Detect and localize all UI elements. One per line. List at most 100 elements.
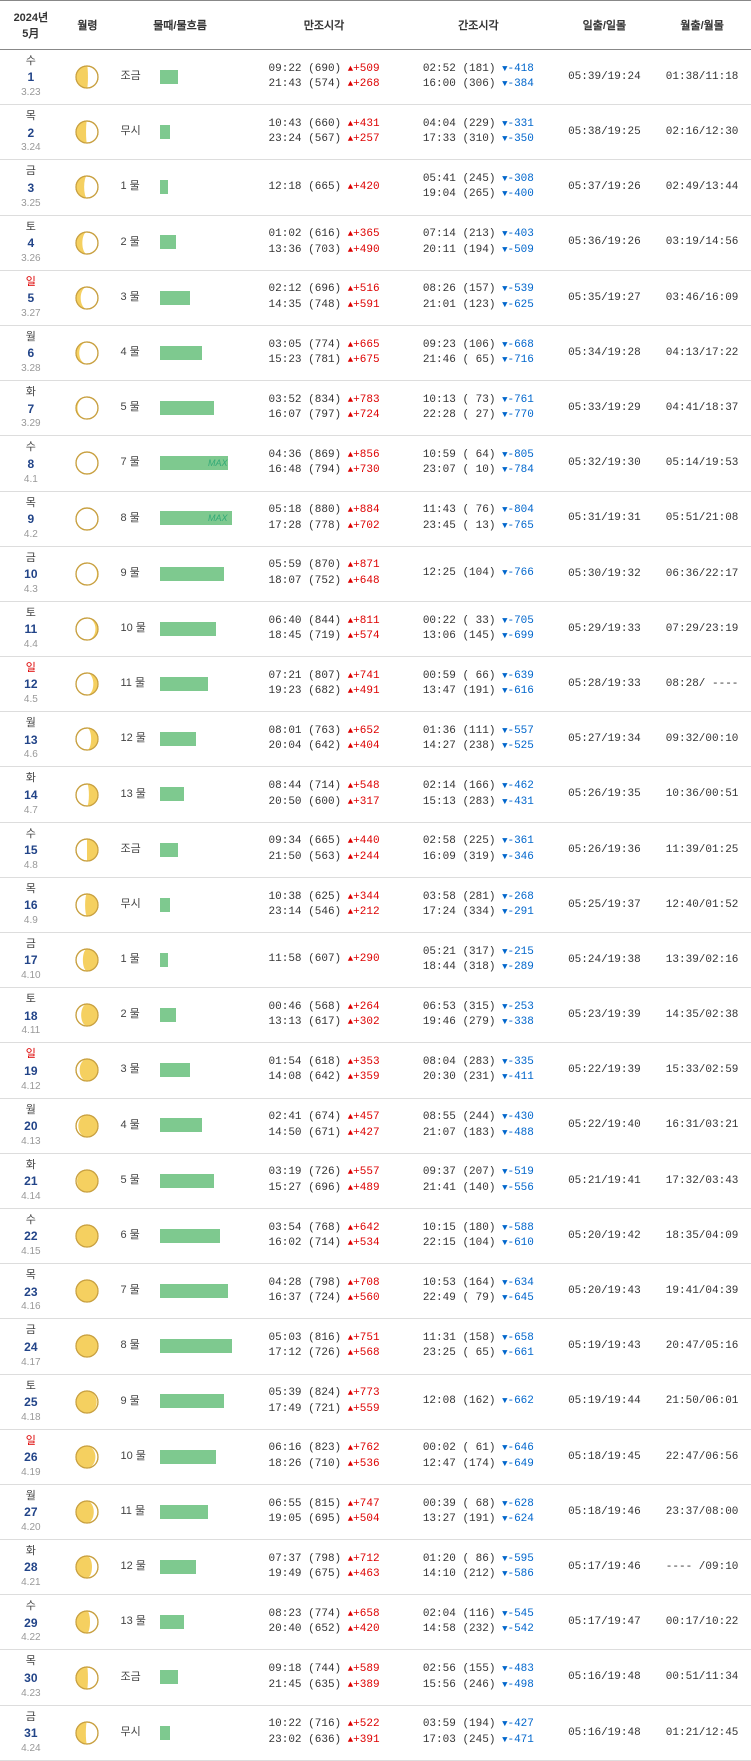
low-tide-entry: 19:04 (265) -400 [403, 187, 553, 202]
day-of-week: 금 [2, 164, 60, 179]
low-tide-entry: 13:27 (191) -624 [403, 1512, 553, 1527]
sun-cell: 05:25/19:37 [556, 877, 654, 932]
hightide-cell: 06:55 (815) +74719:05 (695) +504 [247, 1484, 401, 1539]
tide-label: 10 물 [120, 1449, 156, 1464]
table-row: 목 9 4.2 8 물 MAX 05:18 (880) +88417:28 (7… [0, 491, 751, 546]
low-tide-entry: 17:33 (310) -350 [403, 132, 553, 147]
moon-cell [62, 160, 113, 215]
tide-bar [160, 1339, 232, 1353]
date-cell: 화 14 4.7 [0, 767, 62, 822]
tide-label: 2 물 [120, 1007, 156, 1022]
day-of-week: 월 [2, 330, 60, 345]
tidestate-cell: 9 물 [113, 546, 247, 601]
lowtide-cell: 02:52 (181) -41816:00 (306) -384 [401, 50, 555, 105]
low-tide-entry: 12:47 (174) -649 [403, 1457, 553, 1472]
tide-bar-wrap [160, 1339, 240, 1353]
hdr-moonphase: 월령 [62, 1, 113, 50]
tide-bar [160, 953, 168, 967]
table-row: 목 30 4.23 조금 09:18 (744) +58921:45 (635)… [0, 1650, 751, 1705]
high-tide-entry: 09:18 (744) +589 [249, 1662, 399, 1677]
moon-cell [62, 1153, 113, 1208]
lowtide-cell: 02:58 (225) -36116:09 (319) -346 [401, 822, 555, 877]
high-tide-entry: 04:36 (869) +856 [249, 448, 399, 463]
low-tide-entry: 21:07 (183) -488 [403, 1126, 553, 1141]
low-tide-entry: 03:58 (281) -268 [403, 890, 553, 905]
table-row: 월 13 4.6 12 물 08:01 (763) +65220:04 (642… [0, 712, 751, 767]
day-number: 15 [2, 842, 60, 859]
sun-cell: 05:32/19:30 [556, 436, 654, 491]
high-tide-entry: 03:54 (768) +642 [249, 1221, 399, 1236]
date-cell: 화 7 3.29 [0, 381, 62, 436]
day-number: 19 [2, 1063, 60, 1080]
lunar-date: 4.24 [2, 1742, 60, 1756]
table-row: 금 10 4.3 9 물 05:59 (870) +87118:07 (752)… [0, 546, 751, 601]
lunar-date: 4.11 [2, 1024, 60, 1038]
low-tide-entry: 08:26 (157) -539 [403, 282, 553, 297]
lowtide-cell: 12:25 (104) -766 [401, 546, 555, 601]
moon-phase-icon [75, 396, 99, 420]
hightide-cell: 05:39 (824) +77317:49 (721) +559 [247, 1374, 401, 1429]
lowtide-cell: 08:26 (157) -53921:01 (123) -625 [401, 270, 555, 325]
day-of-week: 금 [2, 1323, 60, 1338]
low-tide-entry: 21:01 (123) -625 [403, 298, 553, 313]
lunar-date: 3.25 [2, 197, 60, 211]
tide-bar-wrap [160, 1063, 240, 1077]
tide-bar [160, 1229, 220, 1243]
moon-cell [62, 50, 113, 105]
sun-cell: 05:24/19:38 [556, 933, 654, 988]
tide-label: 1 물 [120, 179, 156, 194]
tidestate-cell: 2 물 [113, 215, 247, 270]
lunar-date: 4.6 [2, 748, 60, 762]
tidestate-cell: 8 물 [113, 1319, 247, 1374]
lowtide-cell: 01:36 (111) -55714:27 (238) -525 [401, 712, 555, 767]
tidestate-cell: 12 물 [113, 712, 247, 767]
date-cell: 수 15 4.8 [0, 822, 62, 877]
hightide-cell: 03:54 (768) +64216:02 (714) +534 [247, 1208, 401, 1263]
hightide-cell: 10:38 (625) +34423:14 (546) +212 [247, 877, 401, 932]
moonrise-cell: 02:16/12:30 [653, 105, 751, 160]
tide-label: 5 물 [120, 400, 156, 415]
sun-cell: 05:21/19:41 [556, 1153, 654, 1208]
day-number: 11 [2, 621, 60, 638]
tide-bar-wrap [160, 1008, 240, 1022]
tide-bar-wrap [160, 898, 240, 912]
sun-cell: 05:16/19:48 [556, 1650, 654, 1705]
lunar-date: 4.23 [2, 1687, 60, 1701]
lowtide-cell: 10:59 ( 64) -80523:07 ( 10) -784 [401, 436, 555, 491]
low-tide-entry: 11:31 (158) -658 [403, 1331, 553, 1346]
low-tide-entry: 04:04 (229) -331 [403, 117, 553, 132]
tide-label: 조금 [120, 69, 156, 84]
hightide-cell: 11:58 (607) +290 [247, 933, 401, 988]
day-of-week: 화 [2, 1544, 60, 1559]
day-number: 23 [2, 1284, 60, 1301]
lunar-date: 4.13 [2, 1135, 60, 1149]
tide-bar [160, 346, 202, 360]
tide-bar [160, 898, 170, 912]
day-of-week: 일 [2, 275, 60, 290]
moon-phase-icon [75, 948, 99, 972]
sun-cell: 05:37/19:26 [556, 160, 654, 215]
moonrise-cell: 00:51/11:34 [653, 1650, 751, 1705]
date-cell: 월 13 4.6 [0, 712, 62, 767]
hightide-cell: 03:19 (726) +55715:27 (696) +489 [247, 1153, 401, 1208]
tidestate-cell: 조금 [113, 1650, 247, 1705]
moon-phase-icon [75, 1555, 99, 1579]
day-of-week: 화 [2, 1158, 60, 1173]
high-tide-entry: 03:19 (726) +557 [249, 1165, 399, 1180]
date-cell: 일 19 4.12 [0, 1043, 62, 1098]
tide-label: 8 물 [120, 1338, 156, 1353]
tide-label: 8 물 [120, 511, 156, 526]
hightide-cell: 07:37 (798) +71219:49 (675) +463 [247, 1540, 401, 1595]
day-number: 8 [2, 456, 60, 473]
high-tide-entry: 06:16 (823) +762 [249, 1441, 399, 1456]
low-tide-entry: 10:59 ( 64) -805 [403, 448, 553, 463]
sun-cell: 05:17/19:47 [556, 1595, 654, 1650]
moon-phase-icon [75, 672, 99, 696]
moon-phase-icon [75, 1003, 99, 1027]
lunar-date: 3.27 [2, 307, 60, 321]
tide-bar [160, 1284, 228, 1298]
moon-cell [62, 1429, 113, 1484]
hightide-cell: 10:22 (716) +52223:02 (636) +391 [247, 1705, 401, 1760]
tide-bar-wrap [160, 235, 240, 249]
tidestate-cell: 5 물 [113, 381, 247, 436]
